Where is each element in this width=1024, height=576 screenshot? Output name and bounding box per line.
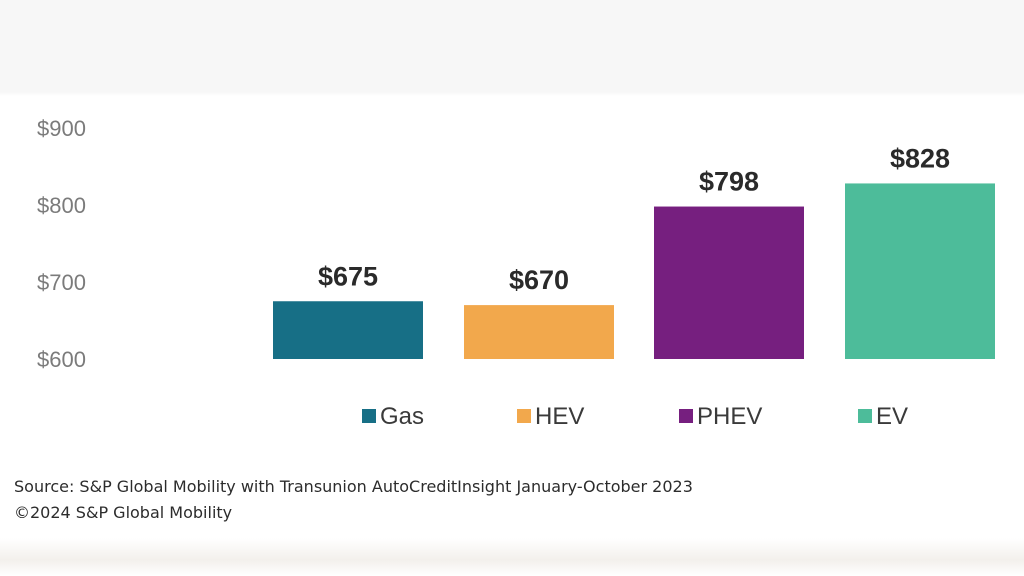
copyright-note: ©2024 S&P Global Mobility: [14, 503, 233, 522]
data-label-hev: $670: [509, 265, 569, 295]
bar-chart: $600 $700 $800 $900 $675 $670 $798 $828 Gas HEV PH…: [37, 116, 995, 430]
legend-swatch-phev: [679, 409, 693, 423]
legend-swatch-ev: [858, 409, 872, 423]
legend-label-hev: HEV: [535, 403, 584, 430]
y-tick-label: $600: [37, 347, 86, 372]
legend-label-ev: EV: [876, 403, 908, 430]
legend-label-gas: Gas: [380, 403, 424, 430]
y-tick-label: $800: [37, 193, 86, 218]
bar-hev: [464, 305, 614, 359]
legend-swatch-hev: [517, 409, 531, 423]
bar-gas: [273, 301, 423, 359]
y-tick-label: $900: [37, 116, 86, 141]
source-note: Source: S&P Global Mobility with Transun…: [14, 477, 693, 496]
data-label-ev: $828: [890, 143, 950, 173]
data-label-gas: $675: [318, 261, 378, 291]
bar-phev: [654, 206, 804, 359]
data-label-phev: $798: [699, 167, 759, 197]
legend-label-phev: PHEV: [697, 403, 762, 430]
y-tick-label: $700: [37, 270, 86, 295]
legend-swatch-gas: [362, 409, 376, 423]
bar-ev: [845, 183, 995, 359]
